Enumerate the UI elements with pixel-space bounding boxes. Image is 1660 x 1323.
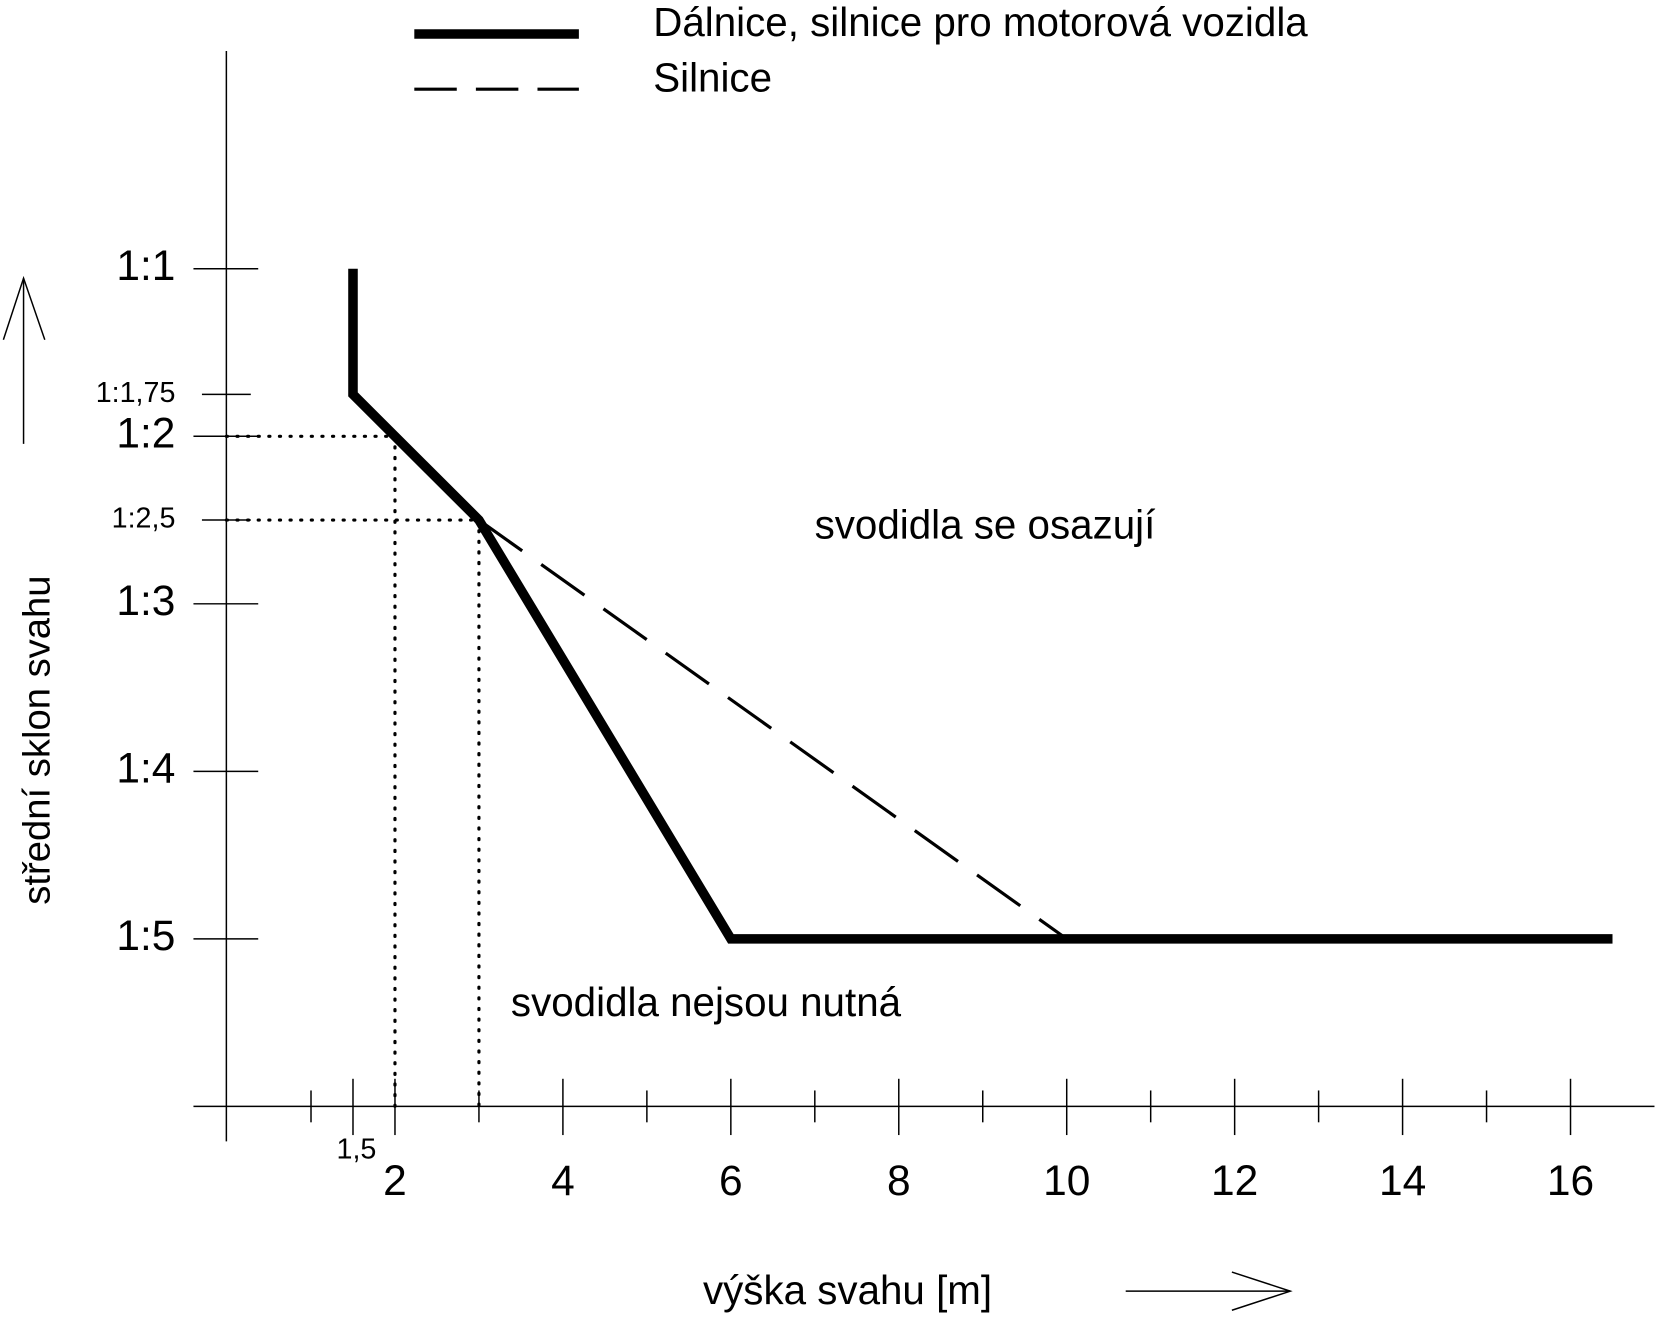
- series-line: [478, 518, 1068, 941]
- y-tick-label: 1:5: [116, 912, 175, 959]
- x-tick-label: 8: [887, 1157, 911, 1204]
- series-line: [348, 268, 1613, 944]
- x-arrow: [1125, 1271, 1293, 1311]
- x-tick-label: 14: [1379, 1157, 1426, 1204]
- x-tick-label: 6: [719, 1157, 743, 1204]
- legend-label: Dálnice, silnice pro motorová vozidla: [653, 0, 1308, 45]
- x-tick-label: 4: [551, 1157, 575, 1204]
- x-tick-label: 16: [1547, 1157, 1594, 1204]
- x-axis-label: výška svahu [m]: [703, 1267, 992, 1313]
- x-tick-label: 2: [383, 1157, 407, 1204]
- y-arrow: [2, 275, 46, 444]
- y-tick-label: 1:2,5: [112, 503, 176, 535]
- x-tick-label: 10: [1043, 1157, 1090, 1204]
- x-tick-label: 1,5: [337, 1134, 377, 1166]
- y-tick-label: 1:3: [116, 577, 175, 624]
- y-tick-label: 1:4: [116, 745, 175, 792]
- y-tick-label: 1:2: [116, 409, 175, 456]
- y-tick-label: 1:1: [116, 242, 175, 289]
- x-tick-label: 12: [1211, 1157, 1258, 1204]
- legend-label: Silnice: [653, 54, 772, 100]
- y-tick-label: 1:1,75: [96, 377, 176, 409]
- annotation: svodidla se osazují: [815, 501, 1156, 547]
- y-axis-label: střední sklon svahu: [16, 575, 59, 904]
- annotation: svodidla nejsou nutná: [511, 979, 902, 1025]
